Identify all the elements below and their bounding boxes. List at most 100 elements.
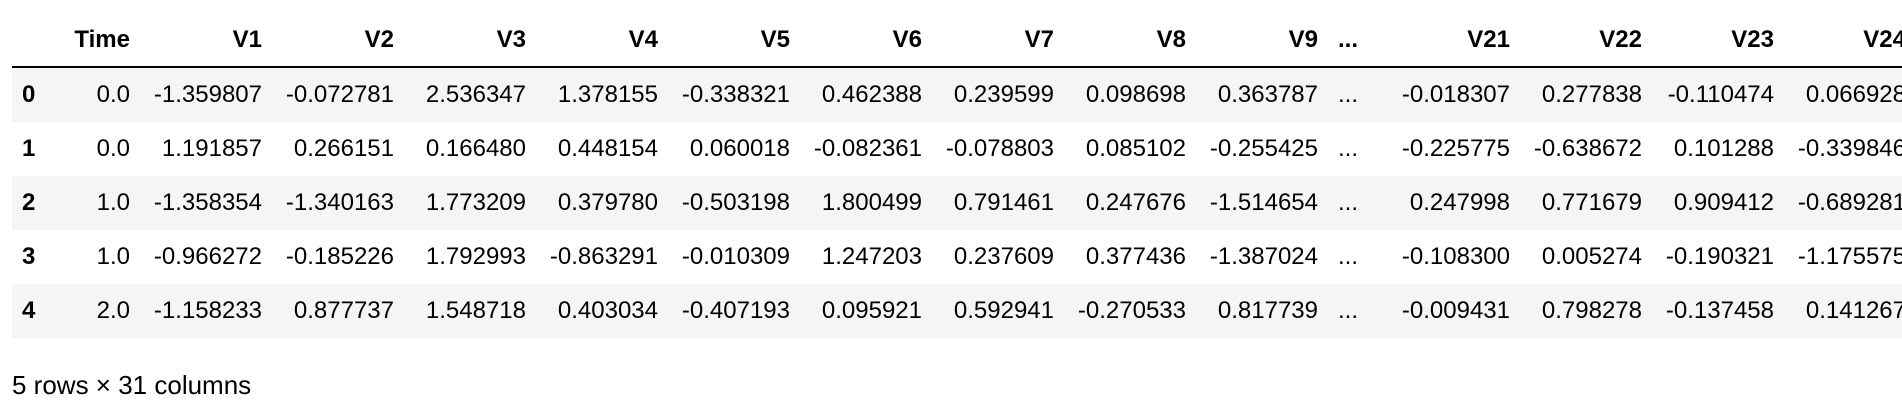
table-cell: 1.247203 (821, 243, 922, 270)
ellipsis-column-header: ... (1328, 14, 1366, 68)
dataframe-table: Time V1 V2 V3 V4 V5 V6 V7 V8 V9 ... V21 … (12, 14, 1902, 338)
table-cell: -0.108300 (1401, 243, 1510, 270)
table-cell: -0.078803 (945, 135, 1054, 162)
table-cell: -1.340163 (285, 189, 394, 216)
column-header: V8 (1064, 14, 1196, 68)
table-row: 0 0.0 -1.359807 -0.072781 2.536347 1.378… (12, 67, 1902, 122)
table-cell: 0.247676 (1085, 189, 1186, 216)
table-cell: -0.255425 (1209, 135, 1318, 162)
table-cell: 2.536347 (425, 81, 526, 108)
table-row: 1 0.0 1.191857 0.266151 0.166480 0.44815… (12, 122, 1902, 176)
table-cell: -1.158233 (153, 297, 262, 324)
table-cell: -0.018307 (1401, 81, 1510, 108)
table-cell: 0.005274 (1541, 243, 1642, 270)
table-cell: -1.514654 (1209, 189, 1318, 216)
table-cell: -0.185226 (285, 243, 394, 270)
column-header: V9 (1196, 14, 1328, 68)
table-cell: 0.817739 (1217, 297, 1318, 324)
table-cell: 0.247998 (1409, 189, 1510, 216)
table-cell: 0.098698 (1085, 81, 1186, 108)
table-cell: -0.966272 (153, 243, 262, 270)
table-cell: -0.225775 (1401, 135, 1510, 162)
column-header: V4 (536, 14, 668, 68)
header-row: Time V1 V2 V3 V4 V5 V6 V7 V8 V9 ... V21 … (12, 14, 1902, 68)
table-cell: -0.503198 (681, 189, 790, 216)
table-cell: 0.085102 (1085, 135, 1186, 162)
column-header: V23 (1652, 14, 1784, 68)
row-index: 4 (22, 297, 36, 324)
table-cell: -1.358354 (153, 189, 262, 216)
table-cell: 0.363787 (1217, 81, 1318, 108)
ellipsis-cell: ... (1338, 81, 1359, 108)
ellipsis-cell: ... (1338, 297, 1359, 324)
table-cell: 1.378155 (557, 81, 658, 108)
table-cell: 0.166480 (425, 135, 526, 162)
table-cell: 0.060018 (689, 135, 790, 162)
table-cell: -1.175575 (1797, 243, 1902, 270)
column-header: V2 (272, 14, 404, 68)
table-cell: -0.072781 (285, 81, 394, 108)
column-header: V3 (404, 14, 536, 68)
table-cell: 0.462388 (821, 81, 922, 108)
table-cell: 1.0 (96, 243, 130, 270)
table-cell: -0.270533 (1077, 297, 1186, 324)
table-cell: 0.141267 (1805, 297, 1902, 324)
table-cell: -0.082361 (813, 135, 922, 162)
table-row: 4 2.0 -1.158233 0.877737 1.548718 0.4030… (12, 284, 1902, 338)
table-cell: -0.689281 (1797, 189, 1902, 216)
table-cell: 0.909412 (1673, 189, 1774, 216)
column-header: V22 (1520, 14, 1652, 68)
table-cell: 0.101288 (1673, 135, 1774, 162)
table-cell: 0.448154 (557, 135, 658, 162)
table-cell: 1.0 (96, 189, 130, 216)
column-header: V21 (1366, 14, 1520, 68)
table-cell: 1.773209 (425, 189, 526, 216)
column-header: V24 (1784, 14, 1902, 68)
table-cell: -0.009431 (1401, 297, 1510, 324)
table-cell: 0.379780 (557, 189, 658, 216)
table-cell: 0.377436 (1085, 243, 1186, 270)
table-cell: -0.137458 (1665, 297, 1774, 324)
table-cell: -0.638672 (1533, 135, 1642, 162)
column-header: V1 (140, 14, 272, 68)
ellipsis-cell: ... (1338, 243, 1359, 270)
column-header: V5 (668, 14, 800, 68)
table-cell: -0.110474 (1667, 81, 1774, 108)
table-cell: -0.407193 (681, 297, 790, 324)
table-cell: 0.237609 (953, 243, 1054, 270)
table-cell: 0.592941 (953, 297, 1054, 324)
column-header: Time (52, 14, 140, 68)
shape-summary: 5 rows × 31 columns (12, 370, 252, 400)
table-cell: 0.277838 (1541, 81, 1642, 108)
table-cell: 0.0 (96, 135, 130, 162)
table-cell: 0.798278 (1541, 297, 1642, 324)
table-cell: -1.359807 (153, 81, 262, 108)
table-cell: -0.190321 (1665, 243, 1774, 270)
column-header: V7 (932, 14, 1064, 68)
table-cell: 0.239599 (953, 81, 1054, 108)
ellipsis-cell: ... (1338, 189, 1359, 216)
table-cell: 0.791461 (953, 189, 1054, 216)
table-cell: -0.339846 (1797, 135, 1902, 162)
table-cell: 1.792993 (425, 243, 526, 270)
row-index: 1 (22, 135, 36, 162)
table-cell: 0.877737 (293, 297, 394, 324)
ellipsis-cell: ... (1338, 135, 1359, 162)
table-cell: -1.387024 (1209, 243, 1318, 270)
table-cell: 1.548718 (425, 297, 526, 324)
column-header: V6 (800, 14, 932, 68)
table-row: 3 1.0 -0.966272 -0.185226 1.792993 -0.86… (12, 230, 1902, 284)
table-cell: -0.010309 (681, 243, 790, 270)
table-cell: 0.0 (96, 81, 130, 108)
table-cell: 0.095921 (821, 297, 922, 324)
table-cell: -0.338321 (681, 81, 790, 108)
table-cell: 2.0 (96, 297, 130, 324)
row-index: 0 (22, 81, 36, 108)
table-cell: 0.403034 (557, 297, 658, 324)
row-index: 2 (22, 189, 36, 216)
table-cell: 0.266151 (293, 135, 394, 162)
index-header (12, 14, 52, 68)
row-index: 3 (22, 243, 36, 270)
table-row: 2 1.0 -1.358354 -1.340163 1.773209 0.379… (12, 176, 1902, 230)
